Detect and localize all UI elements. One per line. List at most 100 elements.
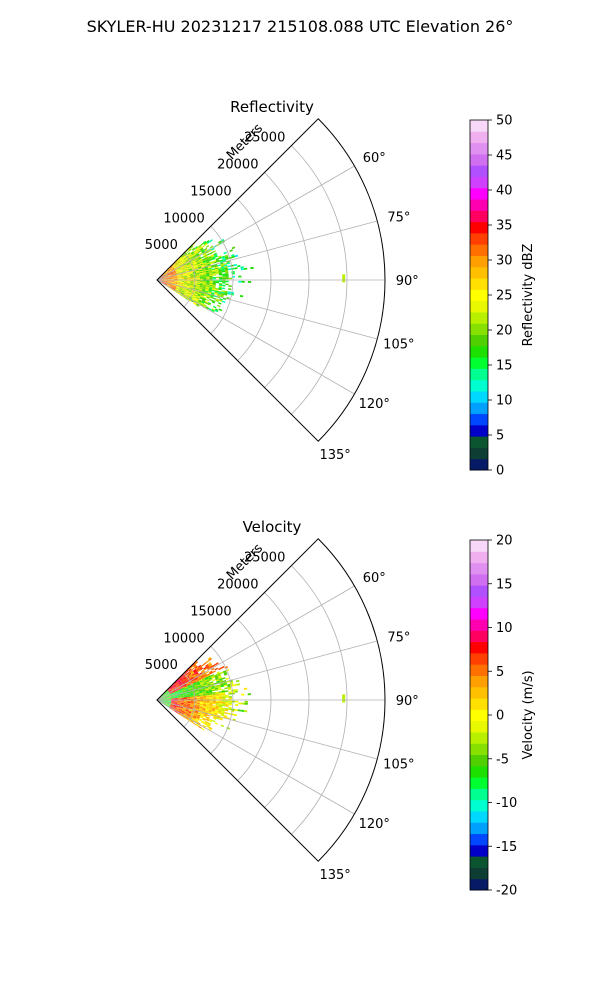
colorbar-swatch (470, 619, 488, 631)
colorbar-tick-label: 35 (496, 219, 513, 234)
isolated-echo (342, 274, 346, 283)
range-tick-label: 10000 (163, 211, 204, 226)
colorbar-swatch (470, 390, 488, 403)
isolated-echo (342, 694, 346, 703)
azimuth-spoke (156, 585, 355, 701)
colorbar-tick-label: 5 (496, 429, 504, 444)
colorbar-swatch (470, 675, 488, 688)
colorbar-swatch (470, 165, 488, 177)
azimuth-tick-label: 105° (383, 758, 414, 773)
colorbar-swatch (470, 844, 488, 857)
colorbar-swatch (470, 630, 488, 643)
azimuth-tick-label: 75° (387, 210, 410, 225)
azimuth-tick-label: 135° (319, 448, 350, 463)
colorbar-swatch (470, 176, 488, 189)
colorbar-swatch (470, 255, 488, 268)
colorbar-swatch (470, 323, 488, 336)
colorbar-swatch (470, 822, 488, 835)
azimuth-tick-label: 60° (363, 151, 386, 166)
colorbar-tick-label: 30 (496, 254, 513, 269)
figure-title: SKYLER-HU 20231217 215108.088 UTC Elevat… (87, 17, 514, 36)
colorbar-tick-label: 10 (496, 394, 513, 409)
colorbar-swatch (470, 436, 488, 448)
azimuth-tick-label: 120° (359, 817, 390, 832)
colorbar-swatch (470, 379, 488, 392)
colorbar-tick-label: 10 (496, 621, 513, 636)
colorbar-swatch (470, 221, 488, 234)
colorbar-swatch (470, 664, 488, 676)
colorbar-swatch (470, 311, 488, 324)
colorbar-swatch (470, 289, 488, 302)
polar-grid (156, 145, 385, 415)
azimuth-tick-label: 105° (383, 338, 414, 353)
colorbar-swatch (470, 607, 488, 620)
colorbar-swatch (470, 540, 488, 552)
sector-outline (156, 538, 386, 862)
colorbar-swatch (470, 686, 488, 699)
sector-outline (156, 118, 386, 442)
colorbar-swatch (470, 743, 488, 756)
colorbar-tick-label: 20 (496, 324, 513, 339)
colorbar-swatch (470, 187, 488, 200)
colorbar-label: Reflectivity dBZ (521, 244, 536, 347)
azimuth-spoke (156, 640, 378, 701)
colorbar-tick-label: 50 (496, 114, 513, 129)
colorbar-swatch (470, 652, 488, 665)
radar-data-field (158, 656, 346, 731)
azimuth-tick-label: 120° (359, 397, 390, 412)
colorbar-swatch (470, 413, 488, 426)
colorbar-swatch (470, 278, 488, 290)
colorbar-tick-label: 20 (496, 534, 513, 549)
colorbar-swatch (470, 402, 488, 415)
colorbar-tick-label: 15 (496, 577, 513, 592)
colorbar-swatch (470, 153, 488, 166)
azimuth-tick-label: 60° (363, 571, 386, 586)
range-tick-label: 5000 (145, 238, 178, 253)
colorbar-swatch (470, 731, 488, 744)
panel-title: Reflectivity (230, 98, 314, 116)
colorbar-swatch (470, 799, 488, 812)
colorbar-swatch (470, 788, 488, 801)
colorbar-swatch (470, 720, 488, 733)
colorbar-swatch (470, 424, 488, 437)
colorbar-swatch (470, 210, 488, 223)
colorbar-swatch (470, 856, 488, 868)
colorbar-swatch (470, 120, 488, 132)
panel-title: Velocity (243, 518, 302, 536)
colorbar: 0 5 10 15 20 25 30 35 40 45 50 Reflectivity dBZ (469, 114, 536, 479)
colorbar: -20 -15 -10 -5 0 5 10 15 20 Velocity (m/s) (469, 534, 536, 899)
colorbar-tick-label: 25 (496, 289, 513, 304)
colorbar-swatch (470, 878, 488, 891)
azimuth-tick-label: 90° (396, 274, 419, 289)
radar-data-field (158, 238, 346, 313)
colorbar-tick-label: 0 (496, 709, 504, 724)
colorbar-tick-label: -20 (496, 884, 517, 899)
colorbar-swatch (470, 447, 488, 460)
range-tick-label: 25000 (244, 131, 285, 146)
colorbar-tick-label: -10 (496, 796, 517, 811)
range-tick-label: 25000 (244, 551, 285, 566)
colorbar-swatch (470, 131, 488, 144)
colorbar-swatch (470, 357, 488, 369)
colorbar-swatch (470, 585, 488, 597)
azimuth-spoke (156, 699, 378, 760)
colorbar-swatch (470, 244, 488, 256)
colorbar-tick-label: 5 (496, 665, 504, 680)
reflectivity-panel: Reflectivity500010000150002000025000Mete… (145, 98, 536, 479)
colorbar-swatch (470, 810, 488, 823)
azimuth-spoke (156, 165, 355, 281)
colorbar-swatch (470, 232, 488, 245)
colorbar-swatch (470, 698, 488, 710)
colorbar-tick-label: 15 (496, 359, 513, 374)
colorbar-tick-label: 40 (496, 184, 513, 199)
colorbar-swatch (470, 709, 488, 722)
azimuth-tick-label: 75° (387, 630, 410, 645)
colorbar-swatch (470, 368, 488, 381)
colorbar-swatch (470, 754, 488, 767)
range-tick-label: 15000 (190, 184, 231, 199)
colorbar-swatch (470, 142, 488, 155)
polar-grid (156, 565, 385, 835)
range-tick-label: 20000 (217, 158, 258, 173)
azimuth-spoke (156, 279, 355, 395)
